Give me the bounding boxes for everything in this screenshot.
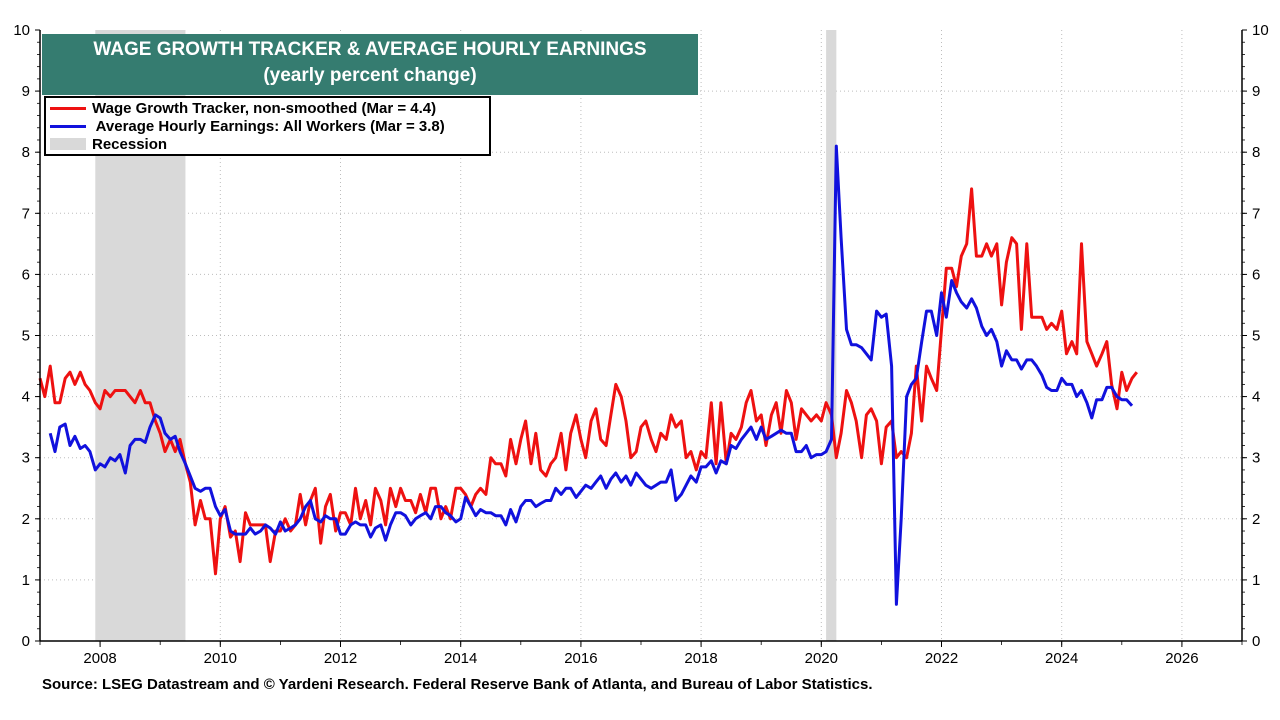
x-tick-label: 2008 [83,650,116,667]
x-tick-label: 2012 [324,650,357,667]
y-tick-label-right: 4 [1252,389,1260,406]
series-line-average-hourly-earnings [48,144,1134,606]
y-tick-label-right: 5 [1252,328,1260,345]
y-tick-label-left: 7 [22,205,30,222]
legend-item-wgt: Wage Growth Tracker, non-smoothed (Mar =… [50,99,436,117]
x-tick-label: 2026 [1165,650,1198,667]
y-tick-label-left: 5 [22,328,30,345]
legend-swatch-ahe [50,124,86,128]
recession-band [826,30,837,641]
y-tick-label-right: 7 [1252,205,1260,222]
y-tick-label-right: 3 [1252,450,1260,467]
y-tick-label-right: 10 [1252,22,1269,39]
y-tick-label-left: 6 [22,266,30,283]
x-tick-label: 2020 [805,650,838,667]
x-tick-label: 2010 [204,650,237,667]
y-tick-label-left: 4 [22,389,30,406]
y-tick-label-left: 10 [13,22,30,39]
legend-swatch-wgt [50,106,86,110]
x-tick-label: 2016 [564,650,597,667]
y-tick-label-right: 0 [1252,633,1260,650]
chart-subtitle: (yearly percent change) [263,65,477,86]
y-tick-label-right: 1 [1252,572,1260,589]
legend-swatch-recession [50,138,86,150]
chart-title-box: WAGE GROWTH TRACKER & AVERAGE HOURLY EAR… [42,34,698,95]
y-axis-left-labels: 0 1 2 3 4 5 6 7 8 9 10 [13,22,30,650]
series-layer [38,144,1138,606]
legend-label-wgt: Wage Growth Tracker, non-smoothed (Mar =… [92,99,437,117]
y-tick-label-left: 9 [22,83,30,100]
y-tick-label-right: 9 [1252,83,1260,100]
legend-item-recession: Recession [50,135,167,153]
y-tick-label-left: 8 [22,144,30,161]
x-tick-label: 2014 [444,650,477,667]
legend-label-recession: Recession [92,135,168,153]
y-tick-label-left: 2 [22,511,30,528]
y-tick-label-right: 2 [1252,511,1260,528]
legend-item-ahe: Average Hourly Earnings: All Workers (Ma… [50,117,445,135]
chart-title: WAGE GROWTH TRACKER & AVERAGE HOURLY EAR… [93,39,647,60]
y-tick-label-left: 3 [22,450,30,467]
y-tick-label-right: 8 [1252,144,1260,161]
legend: Wage Growth Tracker, non-smoothed (Mar =… [44,96,491,156]
y-axis-right-labels: 0 1 2 3 4 5 6 7 8 9 10 [1252,22,1269,650]
axes-layer [35,29,1247,647]
y-tick-label-right: 6 [1252,266,1260,283]
legend-label-ahe: Average Hourly Earnings: All Workers (Ma… [92,117,445,135]
x-tick-label: 2022 [925,650,958,667]
y-tick-label-left: 1 [22,572,30,589]
y-tick-label-left: 0 [22,633,30,650]
source-note: Source: LSEG Datastream and © Yardeni Re… [42,676,873,693]
x-axis-labels: 2008 2010 2012 2014 2016 2018 2020 2022 2024 2026 [83,650,1198,667]
series-line-wage-growth-tracker [38,187,1138,576]
x-tick-label: 2018 [684,650,717,667]
x-tick-label: 2024 [1045,650,1078,667]
